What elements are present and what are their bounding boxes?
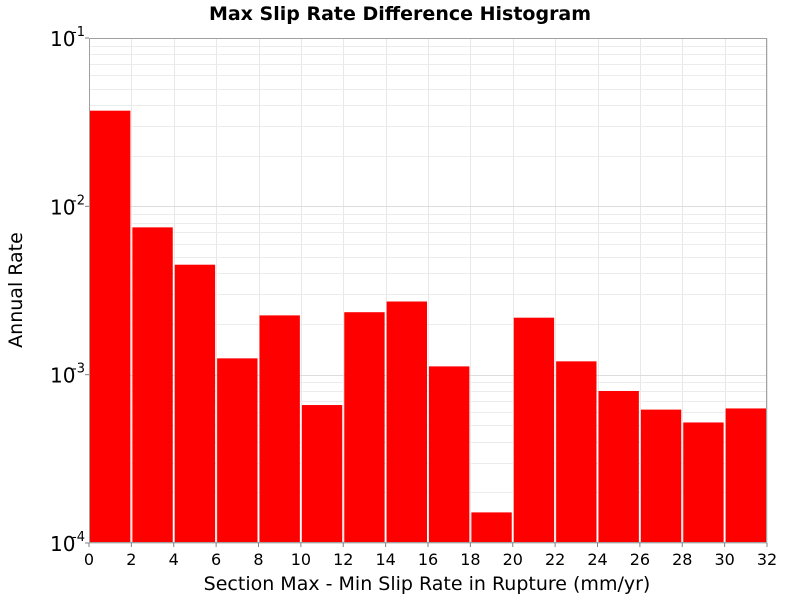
bars [90,110,766,544]
y-axis-label: Annual Rate [5,232,27,348]
y-tick-exponent: -3 [72,362,85,377]
y-tick-label: 10-1 [50,25,85,51]
plot-frame [89,38,767,543]
x-tick-label: 14 [375,550,395,569]
histogram-bar [640,409,682,543]
histogram-bar [513,317,555,543]
x-tick-label: 16 [418,550,438,569]
y-tick-label: 10-3 [50,362,85,388]
histogram-bar [471,512,512,543]
histogram-bar [174,264,216,543]
x-tick-label: 6 [211,550,221,569]
histogram-bar [301,405,343,543]
y-tick-base: 10 [50,532,75,556]
histogram-bar [259,315,300,543]
chart-title: Max Slip Rate Difference Histogram [209,3,591,25]
y-tick-exponent: -4 [72,530,85,545]
histogram-bar [683,422,724,543]
x-tick-label: 26 [630,550,650,569]
x-tick-label: 8 [253,550,263,569]
histogram-bar [725,408,766,543]
y-tick-label: 10-2 [50,193,85,219]
y-tick-base: 10 [50,195,75,219]
x-tick-label: 20 [503,550,523,569]
x-tick-label: 30 [714,550,734,569]
x-tick-label: 2 [126,550,136,569]
x-tick-label: 22 [545,550,565,569]
x-tick-label: 28 [672,550,692,569]
x-tick-label: 10 [291,550,311,569]
histogram-bar [132,227,173,543]
x-tick-label: 24 [587,550,607,569]
y-tick-exponent: -1 [72,25,85,40]
x-axis-ticks: 0 2 4 6 8 10 12 14 16 18 20 22 24 26 28 30 32 [84,543,777,569]
plot-area [89,38,768,544]
histogram-bar [344,312,385,543]
y-tick-label: 10-4 [50,530,85,556]
y-tick-base: 10 [50,27,75,51]
histogram-bar [429,366,470,543]
x-tick-label: 0 [84,550,94,569]
histogram-bar [598,390,639,543]
histogram-bar [217,358,258,543]
y-axis-ticks: 10-410-310-210-1 [50,25,89,556]
x-axis-label: Section Max - Min Slip Rate in Rupture (… [204,573,651,595]
histogram-bar [386,301,427,543]
x-tick-label: 32 [757,550,777,569]
histogram-bar [556,361,597,543]
x-tick-label: 4 [169,550,179,569]
y-tick-base: 10 [50,364,75,388]
histogram-bar [90,110,131,544]
x-tick-label: 12 [333,550,353,569]
x-tick-label: 18 [460,550,480,569]
y-tick-exponent: -2 [72,193,85,208]
